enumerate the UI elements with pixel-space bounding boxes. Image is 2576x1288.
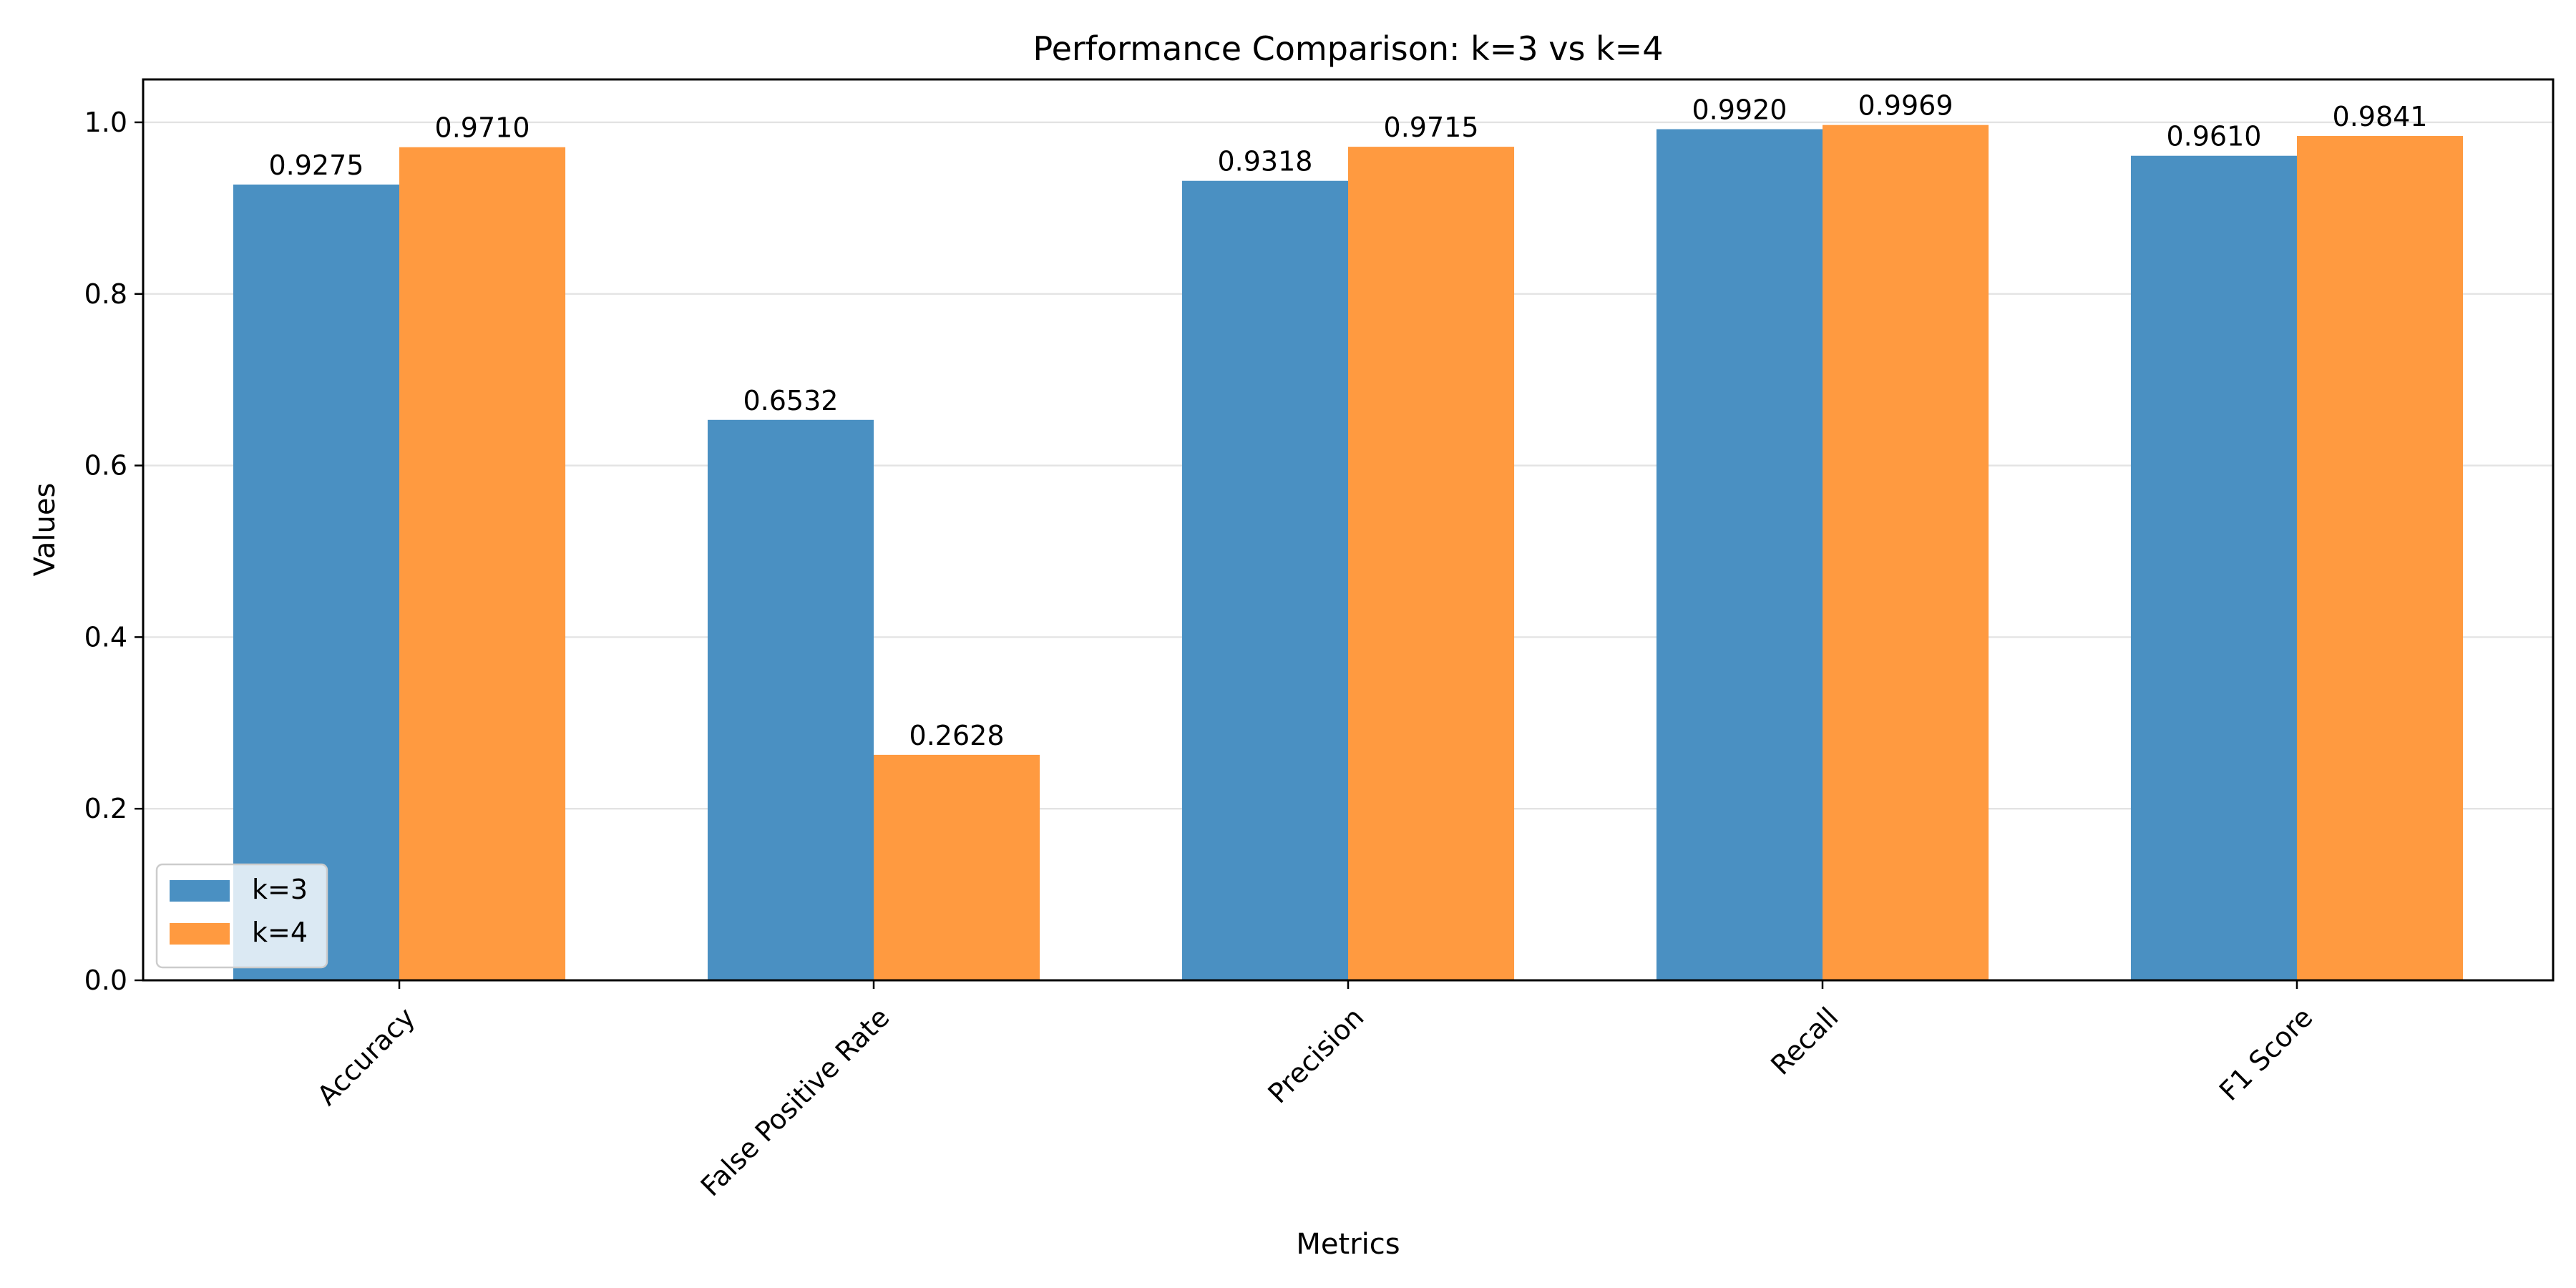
x-axis-label: Metrics bbox=[1296, 1228, 1400, 1261]
x-tick-label: F1 Score bbox=[2213, 1001, 2318, 1106]
bar-value-label: 0.2628 bbox=[909, 720, 1005, 751]
x-tick-label: Accuracy bbox=[311, 1001, 421, 1111]
y-tick-label: 1.0 bbox=[84, 107, 127, 138]
bar-value-label: 0.9610 bbox=[2166, 121, 2261, 152]
bar-k3 bbox=[707, 419, 874, 980]
chart-title: Performance Comparison: k=3 vs k=4 bbox=[1033, 29, 1664, 68]
y-tick-label: 0.8 bbox=[84, 278, 127, 310]
x-tick-label: Precision bbox=[1262, 1001, 1370, 1109]
y-tick-label: 0.0 bbox=[84, 965, 127, 996]
bar-k4 bbox=[399, 147, 566, 981]
bar-value-label: 0.9715 bbox=[1384, 112, 1479, 143]
bar-value-label: 0.9969 bbox=[1858, 90, 1953, 122]
bar-value-label: 0.9275 bbox=[269, 150, 364, 181]
legend: k=3 k=4 bbox=[155, 863, 328, 969]
bar-value-label: 0.9841 bbox=[2333, 101, 2428, 132]
bar-k3 bbox=[1181, 180, 1348, 981]
bar-value-label: 0.9920 bbox=[1692, 94, 1787, 126]
legend-swatch-k4 bbox=[170, 923, 230, 945]
bar-value-label: 0.9710 bbox=[435, 112, 530, 144]
bar-k4 bbox=[1822, 125, 1989, 980]
bar-k4 bbox=[1348, 147, 1515, 980]
bar-k3 bbox=[2130, 155, 2297, 981]
legend-label-k3: k=3 bbox=[252, 874, 308, 905]
y-axis: 0.0 0.2 0.4 0.6 0.8 1.0 bbox=[84, 107, 143, 996]
bar-k3 bbox=[233, 184, 400, 981]
bar-k4 bbox=[874, 754, 1040, 980]
x-axis: Accuracy False Positive Rate Precision Reca… bbox=[311, 980, 2319, 1202]
bar-value-label: 0.9318 bbox=[1217, 146, 1312, 177]
legend-swatch-k3 bbox=[170, 880, 230, 902]
bar-value-label: 0.6532 bbox=[743, 385, 838, 416]
legend-label-k4: k=4 bbox=[252, 917, 308, 948]
y-tick-label: 0.4 bbox=[84, 621, 127, 653]
data-labels: 0.9275 0.6532 0.9318 0.9920 0.9610 0.9710 0.26… bbox=[269, 90, 2428, 751]
bar-k4 bbox=[2296, 136, 2464, 981]
x-tick-label: False Positive Rate bbox=[695, 1001, 896, 1202]
y-tick-label: 0.6 bbox=[84, 450, 127, 482]
bars bbox=[233, 125, 2464, 981]
y-axis-label: Values bbox=[29, 483, 62, 577]
bar-k3 bbox=[1656, 129, 1823, 980]
x-tick-label: Recall bbox=[1765, 1001, 1844, 1080]
y-tick-label: 0.2 bbox=[84, 793, 127, 824]
